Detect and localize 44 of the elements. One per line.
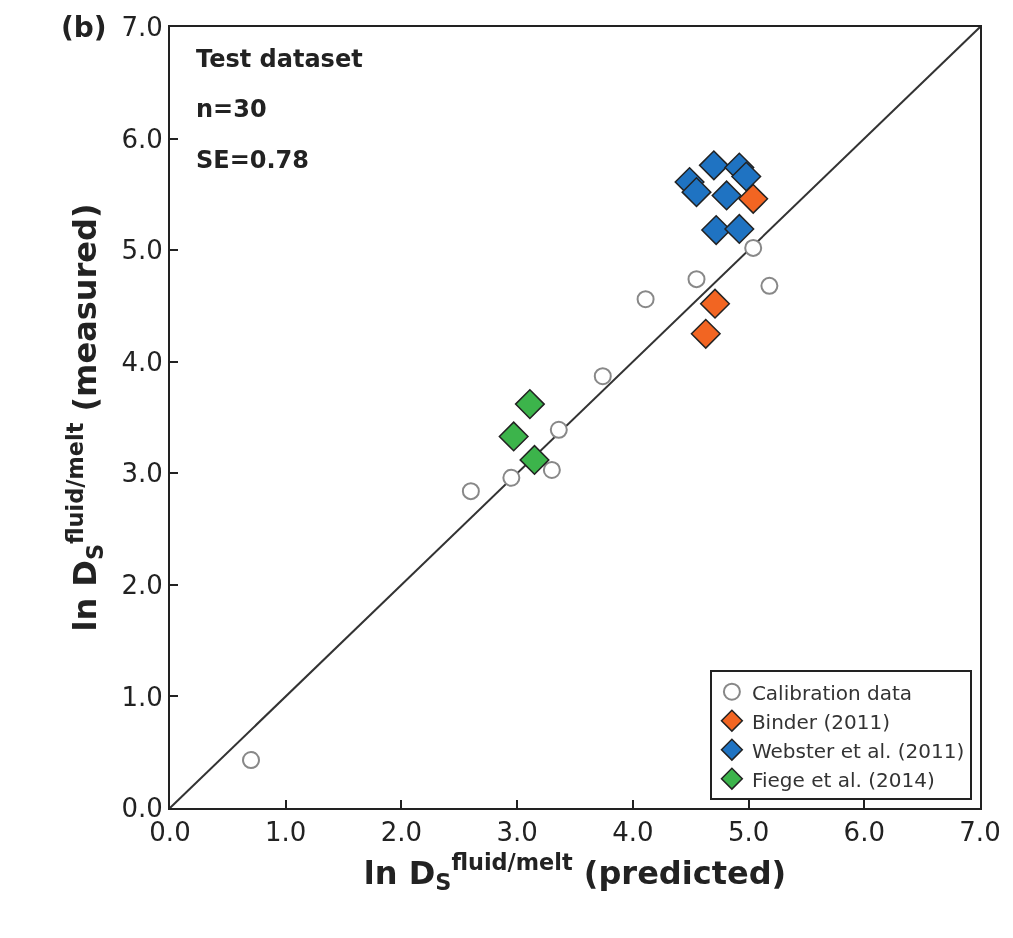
legend-label: Calibration data: [751, 680, 913, 705]
x-axis-title: ln D$_{S}$$^{fluid/melt}$ (predicted): [363, 849, 787, 896]
point: [593, 367, 612, 386]
point: [698, 150, 729, 181]
annotation: n=30: [196, 95, 267, 123]
point: [744, 238, 763, 257]
point: [498, 421, 529, 452]
x-tick-label: 4.0: [612, 817, 654, 848]
y-tick-label: 4.0: [121, 346, 163, 377]
y-tick-label: 6.0: [121, 123, 163, 154]
point: [514, 389, 545, 420]
x-tick-label: 5.0: [727, 817, 770, 848]
x-tick-label: 1.0: [265, 817, 307, 848]
point: [636, 290, 655, 309]
point: [461, 482, 480, 501]
point: [502, 468, 521, 487]
y-tick-label: 5.0: [121, 235, 163, 266]
point: [738, 183, 769, 214]
chart-title: (b): [61, 11, 107, 44]
point: [542, 460, 561, 479]
x-tick-label: 2.0: [380, 817, 423, 848]
x-tick-label: 6.0: [843, 817, 885, 848]
legend-label: Webster et al. (2011): [751, 738, 965, 763]
y-tick-label: 7.0: [121, 12, 163, 43]
point: [690, 318, 721, 349]
point: [711, 180, 742, 211]
point: [681, 177, 712, 208]
legend-label: Binder (2011): [751, 709, 890, 734]
annotation: Test dataset: [196, 45, 363, 73]
x-tick-label: 7.0: [959, 817, 1001, 848]
y-tick-label: 1.0: [121, 681, 163, 712]
annotation: SE=0.78: [196, 146, 310, 174]
point: [242, 751, 260, 770]
point: [724, 213, 755, 244]
point: [731, 161, 762, 192]
y-tick-label: 3.0: [121, 458, 163, 489]
point: [519, 444, 550, 475]
point: [699, 288, 731, 319]
x-tick-label: 3.0: [496, 817, 538, 848]
y-tick-label: 2.0: [121, 569, 163, 600]
point: [687, 270, 706, 289]
point: [760, 276, 779, 295]
point: [549, 420, 568, 439]
legend-label: Fiege et al. (2014): [751, 767, 935, 792]
